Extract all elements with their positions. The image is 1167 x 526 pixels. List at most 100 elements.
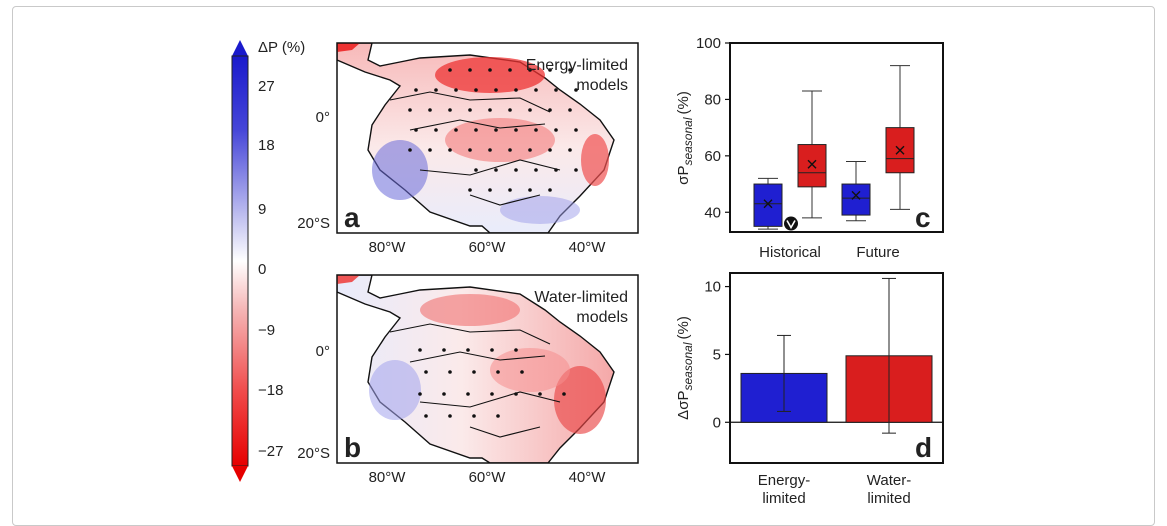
panel-letter-b: b bbox=[344, 432, 361, 463]
significance-dot bbox=[528, 68, 532, 72]
wet-region bbox=[500, 196, 580, 224]
significance-dot bbox=[528, 148, 532, 152]
significance-dot bbox=[472, 414, 476, 418]
y-tick: 20°S bbox=[297, 445, 330, 462]
x-tick-label: Water- bbox=[867, 472, 911, 489]
colorbar-tick: −18 bbox=[258, 382, 283, 399]
significance-dot bbox=[534, 128, 538, 132]
significance-dot bbox=[490, 348, 494, 352]
y-tick-label: 40 bbox=[704, 204, 721, 221]
significance-dot bbox=[554, 88, 558, 92]
significance-dot bbox=[574, 88, 578, 92]
significance-dot bbox=[528, 188, 532, 192]
y-tick-label: 100 bbox=[696, 35, 721, 52]
x-tick-label: Energy- bbox=[758, 472, 811, 489]
significance-dot bbox=[494, 168, 498, 172]
plot-frame bbox=[729, 272, 944, 464]
figure: ΔP (%) 27 18 9 0 −9 −18 −27 Energy-limit… bbox=[231, 35, 944, 507]
significance-dot bbox=[548, 68, 552, 72]
colorbar-tick: 18 bbox=[258, 137, 275, 154]
significance-dot bbox=[488, 108, 492, 112]
x-tick: 40°W bbox=[569, 469, 607, 486]
significance-dot bbox=[488, 68, 492, 72]
significance-dot bbox=[548, 188, 552, 192]
significance-dot bbox=[408, 148, 412, 152]
significance-dot bbox=[514, 128, 518, 132]
significance-dot bbox=[494, 128, 498, 132]
significance-dot bbox=[508, 148, 512, 152]
significance-dot bbox=[488, 148, 492, 152]
x-tick: 80°W bbox=[369, 469, 407, 486]
dry-region bbox=[420, 294, 520, 326]
significance-dot bbox=[466, 392, 470, 396]
significance-dot bbox=[418, 348, 422, 352]
significance-dot bbox=[448, 148, 452, 152]
dry-region bbox=[435, 57, 545, 93]
significance-dot bbox=[448, 414, 452, 418]
wet-region bbox=[369, 360, 421, 420]
box bbox=[797, 144, 827, 188]
wet-region bbox=[372, 140, 428, 200]
significance-dot bbox=[442, 348, 446, 352]
y-tick-label: 10 bbox=[704, 279, 721, 296]
dry-region bbox=[490, 348, 570, 392]
dry-region bbox=[445, 118, 555, 162]
significance-dot bbox=[562, 392, 566, 396]
colorbar: ΔP (%) 27 18 9 0 −9 −18 −27 bbox=[231, 39, 305, 482]
marker-chevron bbox=[786, 220, 796, 230]
colorbar-top-arrow bbox=[232, 40, 248, 56]
x-tick: 60°W bbox=[469, 239, 507, 256]
dry-region bbox=[581, 134, 609, 186]
y-tick: 20°S bbox=[297, 215, 330, 232]
box bbox=[753, 183, 783, 227]
significance-dot bbox=[472, 370, 476, 374]
significance-dot bbox=[468, 68, 472, 72]
significance-dot bbox=[474, 168, 478, 172]
significance-dot bbox=[468, 188, 472, 192]
box-plot-panel-c: σPseasonal(%) c 40 60 80 100 Historical Futur… bbox=[675, 35, 944, 261]
colorbar-label: ΔP (%) bbox=[258, 39, 305, 56]
significance-dot bbox=[466, 348, 470, 352]
significance-dot bbox=[568, 148, 572, 152]
significance-dot bbox=[548, 108, 552, 112]
significance-dot bbox=[574, 168, 578, 172]
colorbar-tick: 27 bbox=[258, 78, 275, 95]
colorbar-tick: 9 bbox=[258, 201, 266, 218]
significance-dot bbox=[574, 128, 578, 132]
significance-dot bbox=[496, 414, 500, 418]
basin-boundary bbox=[389, 323, 561, 438]
significance-dot bbox=[514, 392, 518, 396]
x-tick: 40°W bbox=[569, 239, 607, 256]
x-tick: 60°W bbox=[469, 469, 507, 486]
mean-marker bbox=[851, 190, 861, 200]
bar-chart-panel-d: ΔσPseasonal(%) d 0510Energy-limitedWater… bbox=[675, 272, 944, 507]
colorbar-bar bbox=[231, 55, 249, 467]
significance-dot bbox=[528, 108, 532, 112]
significance-dot bbox=[538, 392, 542, 396]
significance-dot bbox=[428, 148, 432, 152]
significance-dot bbox=[514, 168, 518, 172]
x-tick-label: Future bbox=[856, 244, 899, 261]
colorbar-tick: −9 bbox=[258, 322, 275, 339]
plot-frame bbox=[729, 42, 944, 233]
significance-dot bbox=[548, 148, 552, 152]
panel-letter-a: a bbox=[344, 202, 360, 233]
significance-dot bbox=[520, 370, 524, 374]
significance-dot bbox=[490, 392, 494, 396]
mean-marker bbox=[763, 199, 773, 209]
colorbar-tick: 0 bbox=[258, 261, 266, 278]
significance-dot bbox=[448, 370, 452, 374]
y-axis-label: ΔσPseasonal(%) bbox=[675, 316, 695, 420]
significance-dot bbox=[424, 414, 428, 418]
significance-dots bbox=[408, 68, 578, 192]
panel-letter-d: d bbox=[915, 432, 932, 463]
significance-dot bbox=[534, 168, 538, 172]
significance-dot bbox=[442, 392, 446, 396]
marker-circle bbox=[784, 216, 798, 231]
significance-dot bbox=[434, 88, 438, 92]
significance-dot bbox=[414, 88, 418, 92]
significance-dot bbox=[494, 88, 498, 92]
significance-dot bbox=[514, 348, 518, 352]
x-tick-label: limited bbox=[867, 490, 910, 507]
map-panel-b: Water-limited models b 0° 20°S 80°W 60°W… bbox=[297, 274, 639, 486]
